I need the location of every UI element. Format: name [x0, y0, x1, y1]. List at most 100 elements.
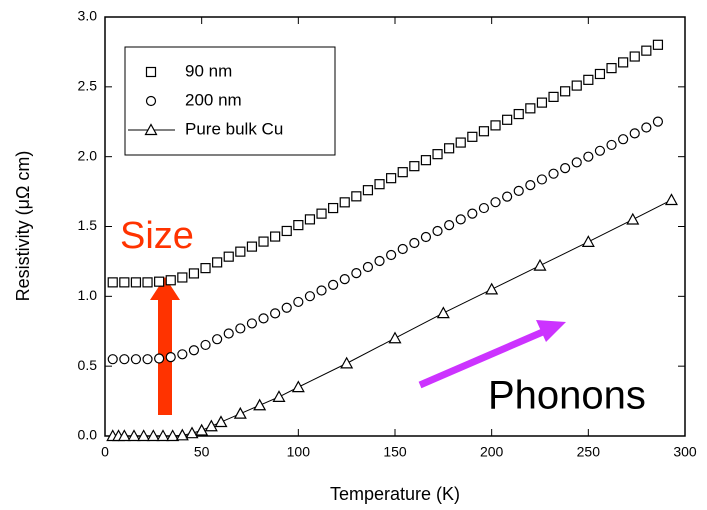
data-point	[272, 390, 286, 402]
data-point	[339, 197, 350, 208]
x-tick-label: 300	[673, 444, 697, 460]
phonons-arrow	[418, 327, 547, 389]
data-point	[397, 243, 408, 255]
data-point	[502, 114, 513, 125]
data-point	[165, 275, 176, 286]
data-point	[432, 149, 443, 160]
data-point	[536, 97, 548, 108]
data-point	[485, 282, 499, 295]
data-point	[420, 155, 432, 166]
data-point	[340, 356, 354, 369]
data-point	[618, 134, 629, 145]
legend-marker	[145, 66, 157, 78]
size-annotation: Size	[120, 215, 194, 257]
data-point	[525, 180, 536, 191]
data-point	[606, 63, 617, 74]
data-point	[374, 179, 385, 190]
data-point	[281, 225, 292, 237]
y-tick-label: 0.5	[78, 357, 98, 373]
data-point	[142, 354, 153, 365]
data-point	[386, 249, 397, 261]
data-point	[571, 157, 582, 168]
data-point	[316, 208, 327, 219]
data-point	[188, 345, 200, 356]
data-point	[119, 354, 130, 365]
data-point	[156, 429, 170, 442]
data-point	[490, 120, 501, 131]
legend-box	[124, 46, 336, 156]
data-point	[235, 246, 246, 257]
data-point	[583, 74, 594, 85]
data-point	[444, 143, 455, 154]
x-tick-label: 100	[287, 444, 311, 460]
data-point	[362, 185, 374, 196]
data-point	[594, 145, 606, 156]
data-point	[397, 167, 408, 178]
y-tick-label: 2.5	[78, 78, 98, 94]
data-point	[130, 277, 142, 288]
data-point	[444, 220, 455, 231]
data-point	[258, 313, 269, 324]
data-point	[455, 137, 466, 148]
data-point	[502, 191, 513, 202]
data-point	[581, 235, 595, 247]
phonons-arrowhead	[536, 320, 566, 342]
data-point	[316, 285, 327, 296]
data-point	[291, 380, 305, 393]
legend-label: Pure bulk Cu	[185, 119, 283, 138]
data-point	[142, 277, 153, 288]
data-point	[188, 268, 200, 279]
y-tick-label: 3.0	[78, 8, 98, 24]
data-point	[328, 202, 339, 214]
data-point	[246, 318, 258, 329]
data-point	[223, 328, 234, 339]
data-point	[641, 45, 652, 56]
data-point	[177, 349, 188, 360]
data-point	[455, 214, 466, 225]
y-tick-label: 1.0	[78, 287, 98, 303]
data-point	[386, 173, 397, 184]
data-point	[652, 116, 664, 127]
data-point	[513, 185, 524, 196]
data-point	[137, 429, 151, 442]
x-tick-label: 50	[194, 444, 210, 460]
data-point	[166, 429, 180, 442]
data-point	[233, 406, 247, 419]
data-point	[107, 354, 118, 365]
data-point	[212, 334, 223, 345]
data-point	[304, 291, 316, 302]
data-point	[467, 131, 478, 142]
data-point	[270, 231, 281, 242]
data-point	[246, 241, 258, 252]
data-point	[629, 51, 640, 62]
data-point	[328, 279, 339, 290]
data-point	[513, 108, 524, 120]
legend-marker	[144, 123, 158, 136]
data-point	[195, 423, 209, 436]
data-point	[293, 296, 304, 308]
data-point	[409, 161, 420, 172]
data-point	[436, 306, 450, 319]
data-point	[652, 39, 664, 50]
data-point	[536, 174, 548, 185]
data-point	[304, 214, 316, 225]
data-point	[204, 419, 218, 432]
data-point	[200, 263, 211, 274]
data-point	[154, 353, 165, 364]
data-point	[223, 251, 234, 262]
data-point	[214, 415, 228, 428]
data-point	[165, 351, 176, 363]
data-point	[533, 258, 547, 271]
x-axis-label: Temperature (K)	[330, 484, 460, 504]
data-point	[175, 428, 189, 441]
data-point	[177, 272, 188, 283]
size-arrow	[150, 277, 180, 415]
data-point	[641, 122, 652, 133]
data-point	[467, 208, 478, 219]
phonons-annotation: Phonons	[488, 374, 646, 418]
data-point	[117, 429, 131, 442]
legend-marker	[145, 95, 157, 107]
data-point	[130, 354, 142, 365]
data-point	[339, 274, 350, 285]
